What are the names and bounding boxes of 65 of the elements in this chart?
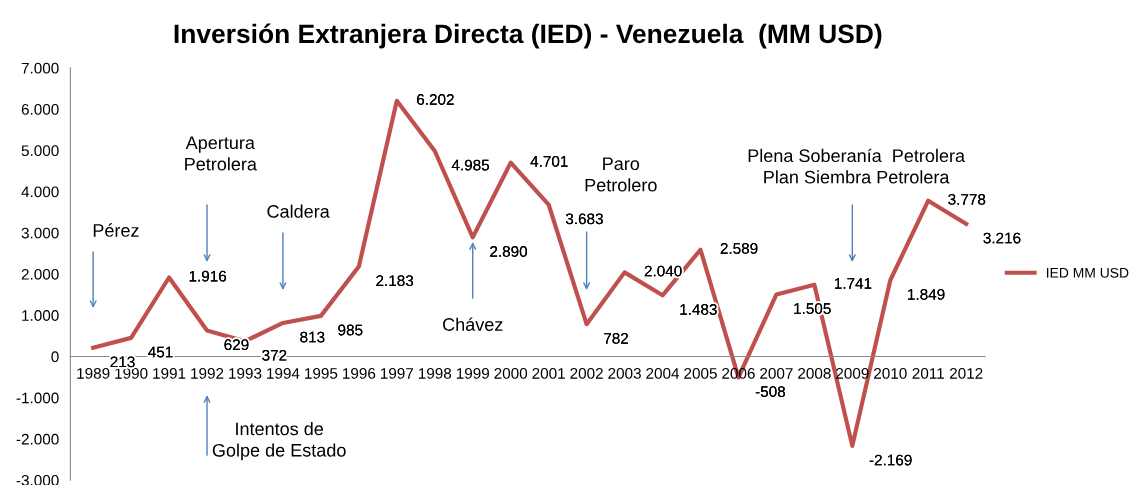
- annotation: Paro Petrolero: [585, 157, 657, 192]
- x-tick-label: 2008: [798, 367, 831, 379]
- x-tick-label: 2000: [494, 367, 528, 379]
- x-tick-label: 1993: [229, 367, 262, 379]
- x-tick-label: 1997: [380, 367, 414, 379]
- data-label: 6.202: [417, 94, 454, 105]
- data-label: 629: [224, 339, 249, 351]
- x-tick-label: 2004: [646, 367, 680, 379]
- y-tick-label: 6.000: [21, 103, 59, 115]
- data-label: 2.890: [490, 246, 528, 257]
- data-label: 3.778: [948, 194, 986, 205]
- x-tick-label: 2001: [532, 367, 565, 379]
- y-tick-label: -1.000: [16, 392, 59, 404]
- data-label: 3.216: [983, 232, 1021, 244]
- data-label: 1.741: [834, 278, 872, 289]
- data-label: -2.169: [869, 454, 912, 466]
- data-label: 4.701: [530, 155, 568, 167]
- data-label: 3.683: [565, 213, 603, 225]
- data-label: 451: [148, 346, 173, 358]
- data-label: 372: [262, 349, 287, 361]
- x-tick-label: 1994: [267, 367, 300, 379]
- x-tick-label: 2010: [874, 367, 907, 379]
- x-tick-label: 1989: [77, 367, 110, 379]
- y-tick-label: 0: [51, 351, 59, 363]
- annotation: Chávez: [443, 317, 503, 331]
- x-tick-label: 2003: [608, 367, 641, 379]
- legend-label: IED MM USD: [1047, 267, 1129, 278]
- annotation: Apertura Petrolera: [185, 136, 257, 171]
- data-label: 2.183: [376, 275, 414, 287]
- x-tick-label: 1996: [343, 367, 376, 379]
- y-tick-label: 7.000: [21, 62, 59, 74]
- x-tick-label: 2002: [570, 367, 603, 379]
- data-label: 782: [604, 332, 628, 344]
- x-tick-label: 2007: [760, 367, 793, 379]
- data-label: 2.589: [720, 243, 758, 254]
- y-tick-label: 3.000: [21, 227, 59, 239]
- annotation: Caldera: [267, 204, 330, 218]
- y-tick-label: -2.000: [16, 433, 59, 445]
- data-label: 4.985: [451, 159, 490, 171]
- x-tick-label: 2012: [949, 367, 983, 379]
- x-tick-label: 1999: [456, 367, 490, 379]
- y-tick-label: 5.000: [21, 145, 59, 157]
- x-tick-label: 2005: [684, 367, 717, 379]
- y-tick-label: 1.000: [22, 310, 59, 321]
- data-label: 1.483: [680, 304, 717, 315]
- x-tick-label: 1992: [191, 367, 224, 379]
- data-label: -508: [755, 386, 786, 397]
- data-label: 2.040: [644, 265, 682, 277]
- data-label: 213: [110, 356, 135, 368]
- x-tick-label: 1998: [418, 367, 452, 379]
- x-tick-label: 2011: [912, 367, 944, 379]
- x-tick-label: 1990: [115, 367, 148, 379]
- y-tick-label: -3.000: [16, 475, 59, 485]
- y-tick-label: 2.000: [21, 268, 59, 280]
- chart-title: Inversión Extranjera Directa (IED) - Venezuela (MM USD): [174, 23, 882, 49]
- data-label: 985: [338, 324, 363, 336]
- y-tick-label: 4.000: [21, 186, 59, 198]
- annotation: Plena Soberanía Petrolera Plan Siembra Petrolera: [748, 148, 966, 184]
- data-label: 813: [300, 331, 325, 343]
- annotation: Pérez: [93, 223, 139, 237]
- x-tick-label: 1995: [305, 367, 338, 379]
- data-label: 1.916: [189, 270, 227, 282]
- x-tick-label: 1991: [153, 367, 186, 379]
- annotation: Intentos de Golpe de Estado: [212, 422, 346, 461]
- data-label: 1.849: [908, 288, 945, 300]
